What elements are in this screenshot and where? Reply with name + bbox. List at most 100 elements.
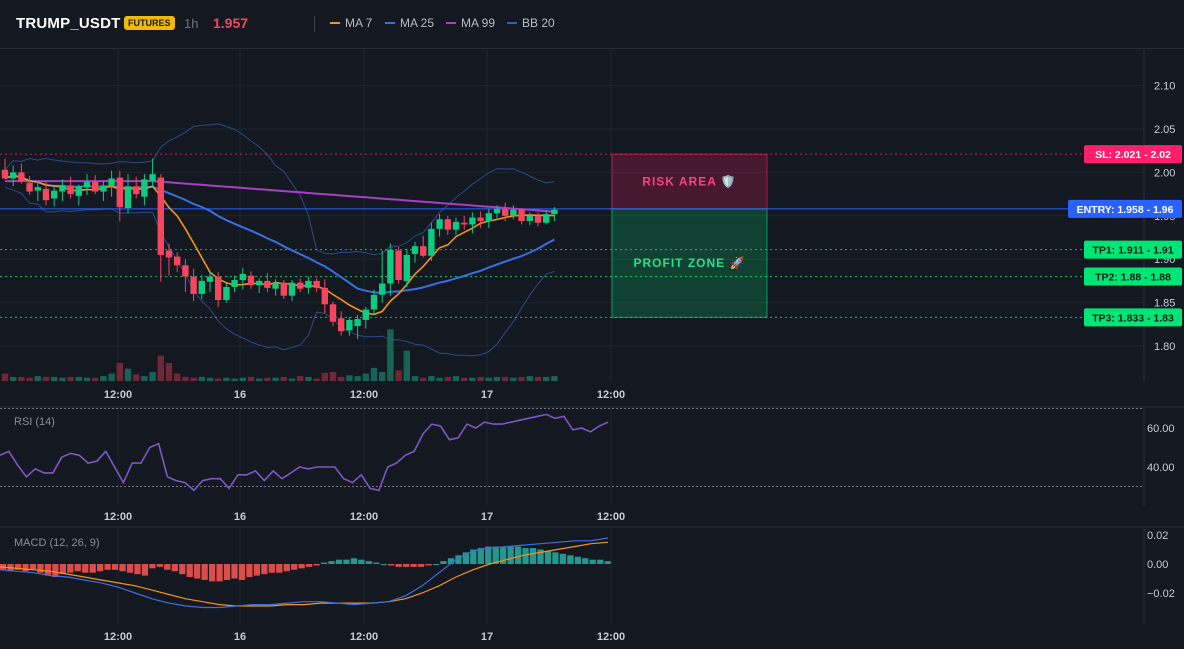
risk-area-label: RISK AREA 🛡️ — [642, 175, 736, 189]
candle-body — [321, 287, 328, 305]
profit-zone-label: PROFIT ZONE 🚀 — [634, 256, 746, 270]
macd-histogram-bar — [552, 552, 559, 564]
macd-title: MACD (12, 26, 9) — [14, 537, 100, 549]
time-axis-tick: 12:00 — [104, 389, 132, 401]
macd-histogram-bar — [417, 564, 425, 567]
legend-ma7[interactable]: MA 7 — [330, 16, 372, 30]
legend-ma99[interactable]: MA 99 — [446, 16, 495, 30]
stop-loss-label-bg — [1084, 145, 1182, 164]
time-axis-tick: 17 — [481, 631, 493, 643]
volume-bar — [42, 376, 50, 381]
candle-body — [26, 182, 33, 192]
macd-histogram-bar — [567, 555, 574, 564]
macd-histogram-bar — [507, 546, 514, 564]
candle-body — [485, 213, 492, 222]
candle-body — [108, 178, 115, 186]
time-axis-tick: 12:00 — [104, 631, 132, 643]
volume-bar — [165, 362, 173, 381]
macd-axis-tick: 0.02 — [1147, 530, 1168, 542]
candle-body — [174, 256, 181, 266]
macd-histogram-bar — [149, 564, 156, 569]
candle-body — [452, 221, 460, 230]
futures-badge: FUTURES — [124, 16, 175, 30]
volume-bar — [354, 376, 361, 381]
legend-label: MA 99 — [461, 16, 496, 30]
macd-histogram-bar — [59, 564, 66, 575]
chart-header: TRUMP_USDT FUTURES 1h 1.957 MA 7 MA 25 M… — [0, 0, 1184, 49]
macd-histogram-bar — [537, 549, 544, 564]
macd-histogram-bar — [447, 558, 455, 564]
candle-body — [223, 286, 230, 300]
macd-histogram-bar — [171, 564, 178, 572]
timeframe-label[interactable]: 1h — [184, 16, 199, 31]
candle-body — [518, 209, 525, 222]
volume-bar — [444, 376, 451, 381]
macd-histogram-bar — [470, 549, 477, 564]
volume-bar — [75, 376, 82, 381]
legend-swatch — [507, 21, 517, 24]
candle-body — [526, 215, 533, 222]
macd-histogram-bar — [529, 548, 537, 564]
candle-body — [420, 246, 427, 256]
macd-histogram-bar — [432, 564, 440, 565]
candle-body — [469, 217, 476, 225]
macd-histogram-bar — [440, 561, 447, 564]
candle-body — [182, 265, 189, 277]
volume-bar — [428, 376, 435, 381]
macd-histogram-bar — [574, 556, 581, 564]
rsi-title: RSI (14) — [14, 416, 55, 428]
volume-bar — [51, 376, 58, 381]
macd-histogram-bar — [134, 564, 141, 575]
time-axis-tick: 12:00 — [350, 389, 378, 401]
candle-body — [149, 174, 156, 182]
volume-bar — [411, 376, 419, 381]
macd-histogram-bar — [306, 564, 313, 567]
candle-body — [42, 188, 50, 201]
macd-histogram-bar — [410, 564, 417, 567]
volume-bar — [362, 373, 369, 381]
macd-histogram-bar — [37, 564, 44, 573]
macd-histogram-bar — [186, 564, 193, 578]
volume-bar — [477, 376, 484, 381]
macd-histogram-bar — [291, 564, 298, 570]
symbol-name[interactable]: TRUMP_USDT — [16, 15, 121, 32]
macd-histogram-bar — [74, 564, 81, 572]
volume-bar — [321, 372, 328, 381]
volume-bar — [26, 377, 33, 381]
last-price: 1.957 — [213, 15, 249, 31]
macd-histogram-bar — [29, 564, 37, 570]
candle-body — [83, 181, 91, 188]
take-profit-label-bg — [1084, 308, 1182, 327]
candle-body — [297, 282, 304, 289]
macd-histogram-bar — [388, 564, 395, 566]
volume-bar — [485, 377, 492, 381]
macd-histogram-bar — [425, 564, 432, 566]
macd-histogram-bar — [111, 564, 119, 570]
volume-bar — [116, 362, 123, 381]
macd-histogram-bar — [283, 564, 290, 572]
macd-histogram-bar — [395, 564, 402, 567]
price-axis-tick: 1.85 — [1154, 298, 1175, 310]
candle-body — [444, 219, 451, 230]
macd-histogram-bar — [82, 564, 89, 573]
candle-body — [100, 185, 107, 192]
macd-histogram-bar — [14, 564, 22, 570]
volume-bar — [256, 378, 263, 381]
legend-label: BB 20 — [522, 16, 555, 30]
volume-bar — [174, 373, 181, 381]
macd-axis-tick: 0.00 — [1147, 559, 1168, 571]
volume-bar — [346, 375, 353, 381]
price-axis-tick: 1.80 — [1154, 341, 1175, 353]
macd-histogram-bar — [22, 564, 29, 572]
bollinger-upper-line — [4, 123, 555, 256]
volume-bar — [182, 376, 189, 381]
time-axis-tick: 12:00 — [597, 511, 625, 523]
candle-body — [280, 282, 287, 296]
time-axis-tick: 12:00 — [350, 511, 378, 523]
legend-ma25[interactable]: MA 25 — [385, 16, 434, 30]
legend-bb20[interactable]: BB 20 — [507, 16, 555, 30]
volume-bar — [313, 378, 320, 381]
time-axis-tick: 12:00 — [104, 511, 132, 523]
macd-histogram-bar — [201, 564, 208, 580]
